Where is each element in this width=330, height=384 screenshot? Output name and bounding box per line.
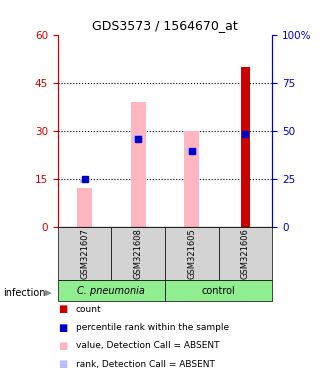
Text: control: control: [202, 286, 236, 296]
Bar: [184, 131, 199, 227]
Title: GDS3573 / 1564670_at: GDS3573 / 1564670_at: [92, 19, 238, 32]
Bar: [131, 102, 146, 227]
Bar: [80, 179, 89, 184]
Text: percentile rank within the sample: percentile rank within the sample: [76, 323, 229, 332]
Bar: [187, 148, 197, 155]
Text: ■: ■: [58, 304, 67, 314]
Text: rank, Detection Call = ABSENT: rank, Detection Call = ABSENT: [76, 360, 215, 369]
Bar: [165, 227, 218, 280]
Text: count: count: [76, 305, 102, 314]
Text: ■: ■: [58, 323, 67, 333]
Text: C. pneumonia: C. pneumonia: [78, 286, 145, 296]
Text: value, Detection Call = ABSENT: value, Detection Call = ABSENT: [76, 341, 219, 351]
Text: GSM321607: GSM321607: [80, 228, 89, 279]
Bar: [133, 136, 143, 142]
Text: ■: ■: [58, 359, 67, 369]
Bar: [77, 188, 92, 227]
Bar: [58, 280, 165, 301]
Bar: [218, 227, 272, 280]
Text: GSM321608: GSM321608: [134, 228, 143, 279]
Text: ■: ■: [58, 341, 67, 351]
Bar: [112, 227, 165, 280]
Bar: [165, 280, 272, 301]
Bar: [241, 66, 250, 227]
Text: GSM321605: GSM321605: [187, 228, 196, 279]
Text: infection: infection: [3, 288, 46, 298]
Bar: [58, 227, 112, 280]
Text: GSM321606: GSM321606: [241, 228, 250, 279]
